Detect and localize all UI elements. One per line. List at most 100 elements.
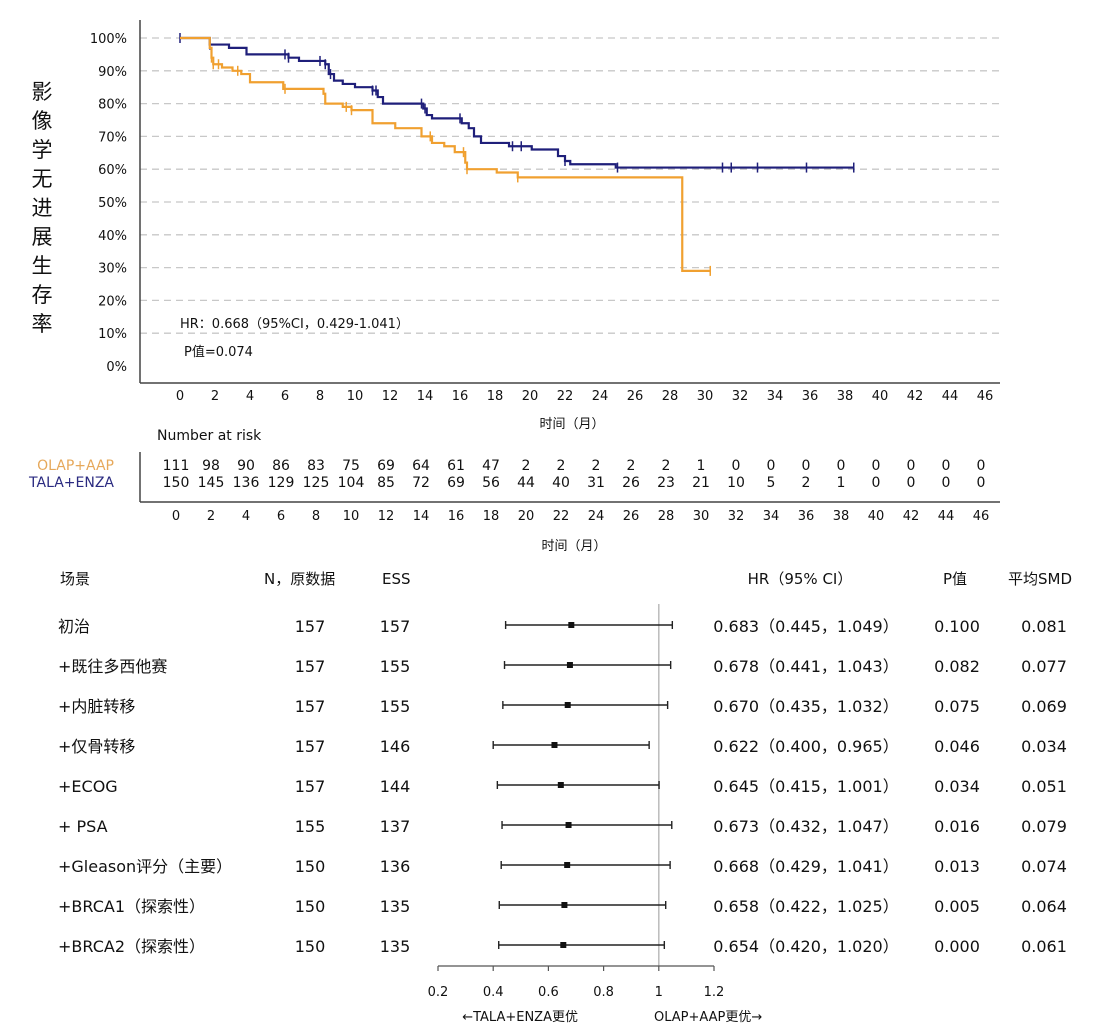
forest-hr-ci: 0.670（0.435，1.032）	[713, 697, 898, 716]
forest-plot: 场景 N，原数据 ESS HR（95% CI） P值 平均SMD 初治 157 157 0.683…	[58, 570, 1072, 1000]
x-tick-label: 44	[942, 389, 959, 404]
risk-count: 1	[697, 458, 706, 474]
x-tick-label: 26	[627, 389, 644, 404]
risk-x-tick-label: 2	[207, 509, 215, 524]
forest-n: 150	[295, 937, 326, 956]
risk-count: 1	[837, 475, 846, 491]
forest-x-tick-label: 1.2	[704, 985, 725, 1000]
hr-annotation: HR：0.668（95%CI，0.429-1.041）	[180, 317, 409, 332]
forest-smd: 0.079	[1021, 817, 1067, 836]
risk-count: 10	[727, 475, 745, 491]
risk-count: 2	[557, 458, 566, 474]
forest-hr-ci: 0.678（0.441，1.043）	[713, 657, 898, 676]
forest-p-value: 0.046	[934, 737, 980, 756]
forest-ess: 146	[380, 737, 411, 756]
risk-x-tick-label: 46	[973, 509, 990, 524]
risk-count: 2	[802, 475, 811, 491]
forest-header: P值	[943, 570, 967, 588]
risk-count: 0	[767, 458, 776, 474]
risk-count: 136	[233, 475, 260, 491]
forest-smd: 0.064	[1021, 897, 1067, 916]
risk-count: 125	[303, 475, 330, 491]
forest-ess: 135	[380, 897, 411, 916]
risk-x-tick-label: 24	[588, 509, 605, 524]
risk-count: 26	[622, 475, 640, 491]
x-tick-label: 42	[907, 389, 924, 404]
y-tick-label: 90%	[98, 65, 127, 80]
x-tick-label: 36	[802, 389, 819, 404]
forest-header: ESS	[382, 570, 411, 588]
risk-x-tick-label: 16	[448, 509, 465, 524]
forest-smd: 0.077	[1021, 657, 1067, 676]
risk-count: 150	[163, 475, 190, 491]
x-tick-label: 16	[452, 389, 469, 404]
forest-p-value: 0.082	[934, 657, 980, 676]
risk-count: 5	[767, 475, 776, 491]
risk-count: 2	[627, 458, 636, 474]
risk-x-tick-label: 38	[833, 509, 850, 524]
risk-x-tick-label: 36	[798, 509, 815, 524]
y-tick-label: 70%	[98, 130, 127, 145]
forest-x-tick-label: 0.6	[538, 985, 559, 1000]
risk-count: 129	[268, 475, 295, 491]
forest-hr-ci: 0.622（0.400，0.965）	[713, 737, 898, 756]
risk-count: 69	[377, 458, 395, 474]
x-tick-label: 32	[732, 389, 749, 404]
risk-x-tick-label: 28	[658, 509, 675, 524]
risk-count: 64	[412, 458, 430, 474]
forest-label-left: ←TALA+ENZA更优	[462, 1010, 578, 1025]
risk-table: OLAP+AAP 111 98 90 86 83 75 69 64 61 47 2 2 2 2 2 1 0 0 0 0 0…	[28, 452, 1000, 524]
hr-point	[561, 902, 568, 908]
risk-count: 98	[202, 458, 220, 474]
risk-count: 0	[732, 458, 741, 474]
risk-count: 0	[802, 458, 811, 474]
risk-x-tick-label: 32	[728, 509, 745, 524]
risk-x-tick-label: 44	[938, 509, 955, 524]
forest-n: 157	[295, 657, 326, 676]
x-tick-label: 30	[697, 389, 714, 404]
forest-header: 平均SMD	[1008, 570, 1072, 588]
km-plot: 0%10%20%30%40%50%60%70%80%90%100%0 2 4 6 8 10…	[90, 20, 1000, 404]
risk-count: 104	[338, 475, 365, 491]
risk-count: 85	[377, 475, 395, 491]
x-tick-label: 0	[176, 389, 184, 404]
risk-x-axis-label: 时间（月）	[541, 539, 606, 554]
risk-count: 44	[517, 475, 535, 491]
km-curve-tala-enza	[180, 36, 854, 169]
x-tick-label: 18	[487, 389, 504, 404]
risk-count: 0	[907, 475, 916, 491]
forest-hr-ci: 0.658（0.422，1.025）	[713, 897, 898, 916]
y-tick-label: 30%	[98, 262, 127, 277]
hr-point	[565, 822, 572, 828]
km-x-axis-label: 时间（月）	[539, 417, 604, 432]
risk-row-label: OLAP+AAP	[37, 458, 114, 474]
forest-n: 157	[295, 697, 326, 716]
risk-count: 23	[657, 475, 675, 491]
x-tick-label: 22	[557, 389, 574, 404]
risk-x-tick-label: 10	[343, 509, 360, 524]
forest-row-label: 初治	[58, 617, 90, 636]
x-tick-label: 20	[522, 389, 539, 404]
forest-p-value: 0.100	[934, 617, 980, 636]
forest-n: 150	[295, 857, 326, 876]
x-tick-label: 24	[592, 389, 609, 404]
risk-x-tick-label: 6	[277, 509, 285, 524]
forest-row-label: +BRCA2（探索性）	[58, 937, 205, 956]
forest-smd: 0.061	[1021, 937, 1067, 956]
risk-count: 0	[907, 458, 916, 474]
forest-hr-ci: 0.673（0.432，1.047）	[713, 817, 898, 836]
forest-ess: 135	[380, 937, 411, 956]
forest-header: HR（95% CI）	[748, 570, 853, 588]
x-tick-label: 14	[417, 389, 434, 404]
x-tick-label: 6	[281, 389, 289, 404]
forest-row-label: +内脏转移	[58, 697, 135, 716]
y-tick-label: 80%	[98, 98, 127, 113]
risk-table-title: Number at risk	[157, 428, 262, 444]
forest-header: N，原数据	[264, 570, 335, 588]
hr-point	[551, 742, 558, 748]
forest-smd: 0.034	[1021, 737, 1067, 756]
x-tick-label: 34	[767, 389, 784, 404]
y-tick-label: 50%	[98, 196, 127, 211]
risk-count: 0	[977, 475, 986, 491]
